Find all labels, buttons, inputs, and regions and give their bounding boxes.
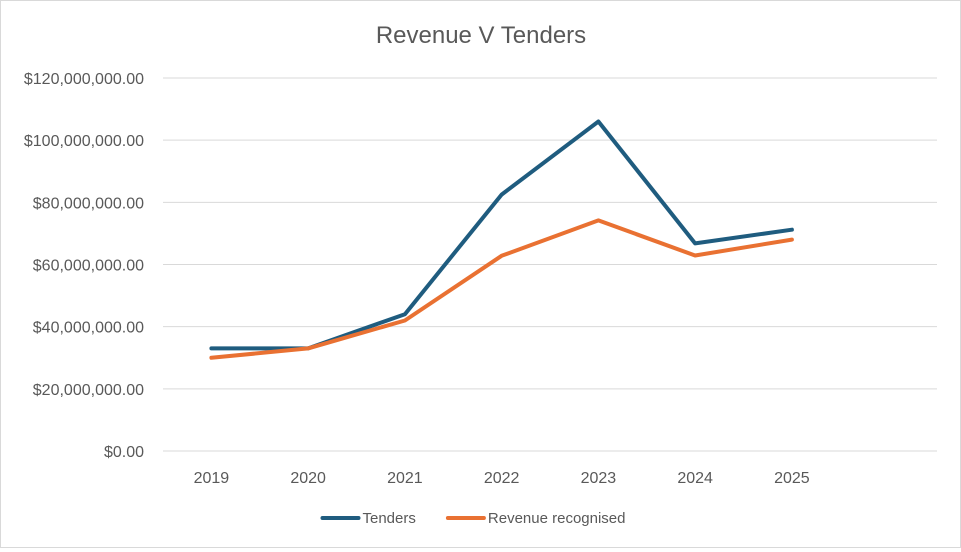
x-tick-label: 2025 [774,470,810,487]
gridlines [163,77,937,452]
y-tick-label: $120,000,000.00 [24,71,144,88]
y-tick-label: $100,000,000.00 [24,133,144,150]
y-tick-label: $80,000,000.00 [33,195,144,212]
x-tick-label: 2020 [290,470,326,487]
y-tick-label: $60,000,000.00 [33,258,144,275]
series-line-revenue-recognised [209,218,794,360]
x-tick-label: 2023 [581,470,617,487]
legend: Tenders Revenue recognised [320,510,626,527]
x-axis-ticks: 2019 2020 2021 2022 2023 2024 2025 [194,470,810,487]
x-tick-label: 2021 [387,470,423,487]
y-tick-label: $0.00 [104,444,144,461]
series-line-tenders [209,119,794,351]
x-tick-label: 2022 [484,470,520,487]
legend-label: Tenders [363,510,416,527]
chart-title: Revenue V Tenders [376,22,586,49]
x-tick-label: 2024 [677,470,713,487]
y-tick-label: $20,000,000.00 [33,382,144,399]
x-tick-label: 2019 [194,470,230,487]
legend-label: Revenue recognised [488,510,626,527]
y-axis-ticks: $0.00 $20,000,000.00 $40,000,000.00 $60,000… [24,71,144,461]
y-tick-label: $40,000,000.00 [33,320,144,337]
series-lines [209,119,794,360]
